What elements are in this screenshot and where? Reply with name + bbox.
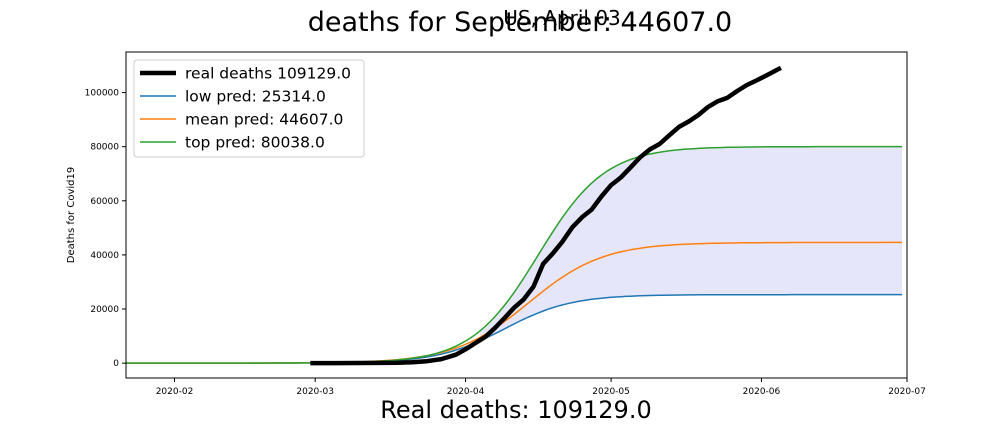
plot-frame	[125, 51, 908, 379]
x-tick-label: 2020-05	[592, 387, 630, 397]
y-tick-label: 60000	[90, 197, 119, 207]
y-tick-label: 80000	[90, 143, 119, 153]
x-tick-label: 2020-07	[888, 387, 926, 397]
legend-label: mean pred: 44607.0	[185, 111, 343, 129]
x-axis: 2020-02 2020-03 2020-04 2020-05 2020-06 2020-…	[156, 378, 926, 397]
chart-title: deaths for September: 44607.0	[308, 7, 732, 38]
bottom-summary: Real deaths: 109129.0	[380, 396, 651, 424]
legend: real deaths 109129.0 low pred: 25314.0 mea…	[133, 59, 365, 158]
x-tick-label: 2020-06	[743, 387, 781, 397]
y-axis: 0 20000 40000 60000 80000 100000	[85, 89, 126, 369]
y-tick-label: 100000	[85, 89, 120, 99]
legend-label: top pred: 80038.0	[185, 134, 325, 152]
x-tick-label: 2020-04	[447, 387, 485, 397]
y-tick-label: 40000	[90, 251, 119, 261]
legend-box	[133, 59, 365, 158]
series-layer	[126, 65, 903, 366]
legend-label: real deaths 109129.0	[185, 65, 351, 83]
series-line-real-deaths	[310, 65, 782, 366]
y-tick-label: 20000	[90, 305, 119, 315]
y-axis-label: Deaths for Covid19	[66, 167, 77, 263]
legend-label: low pred: 25314.0	[185, 88, 326, 106]
y-tick-label: 0	[113, 359, 119, 369]
x-tick-label: 2020-02	[156, 387, 194, 397]
series-line-top-pred	[126, 145, 903, 364]
figure-suptitle: US, April 03	[503, 6, 621, 30]
x-tick-label: 2020-03	[296, 387, 334, 397]
